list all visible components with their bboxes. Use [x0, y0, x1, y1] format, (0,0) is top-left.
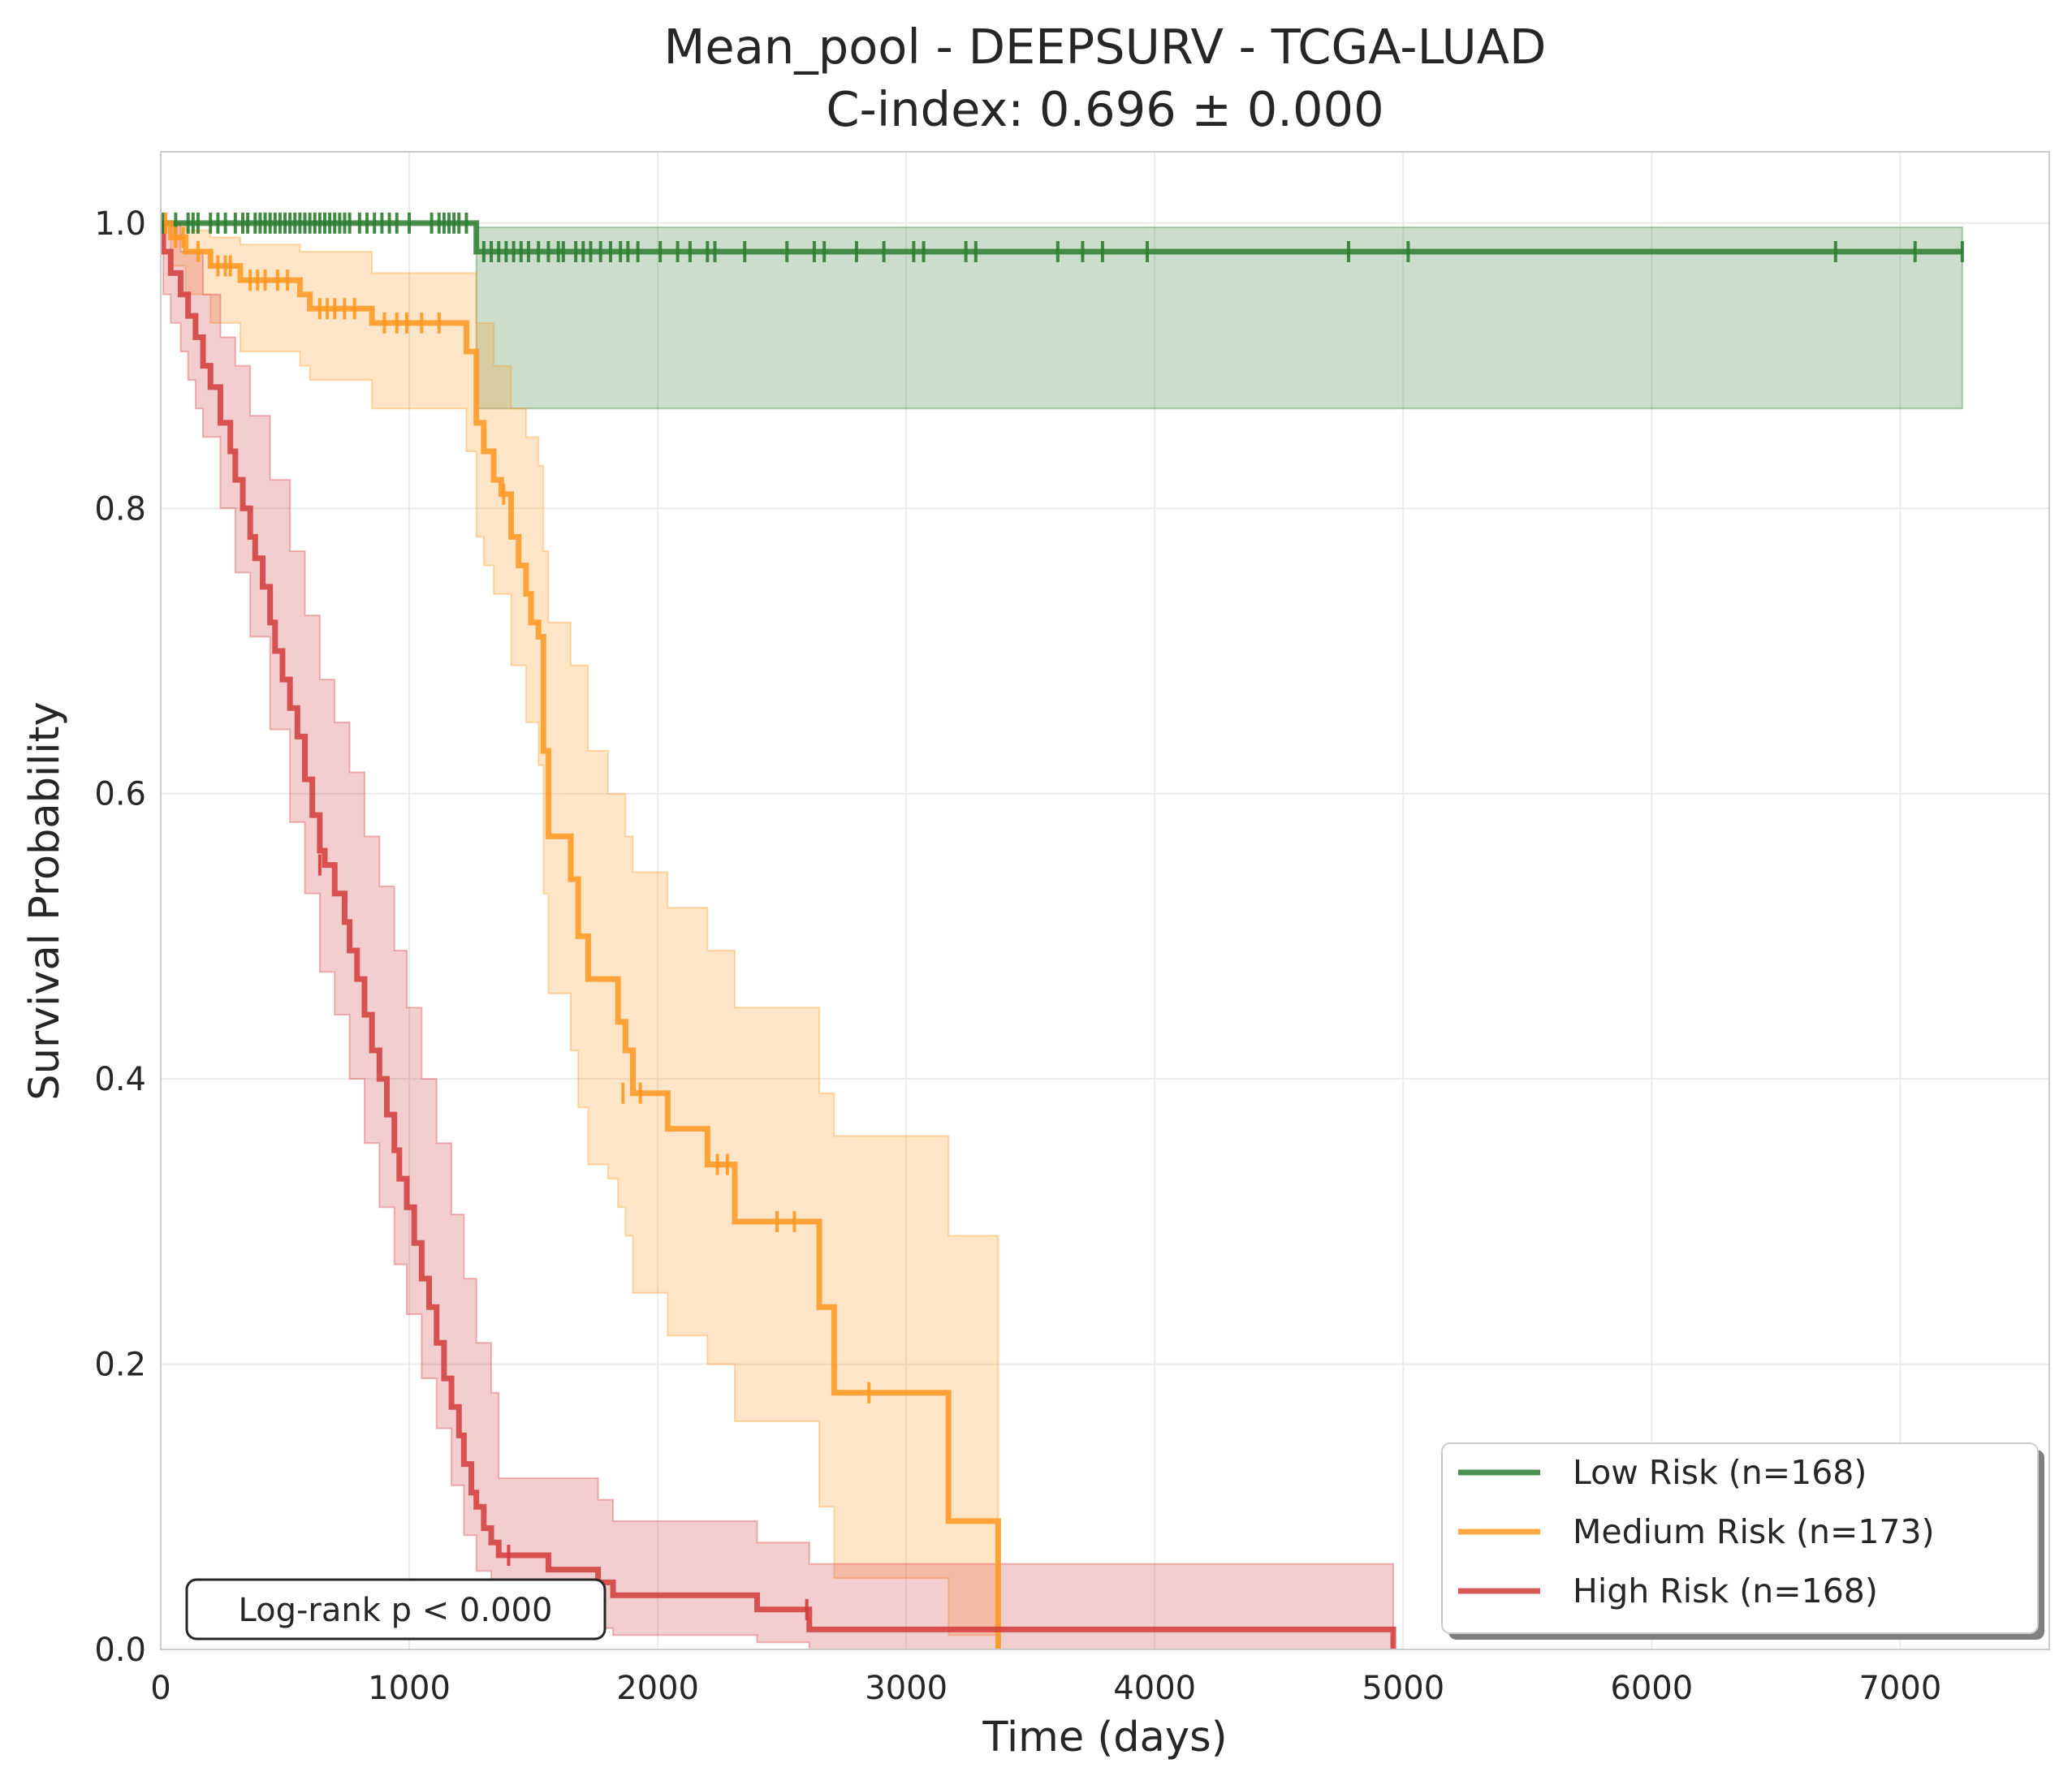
- legend-box: [1441, 1442, 2039, 1634]
- censor-marks: [162, 212, 1964, 1620]
- y-tick-label: 0.8: [94, 490, 146, 528]
- x-tick-label: 4000: [1113, 1670, 1196, 1707]
- x-tick-label: 2000: [616, 1670, 699, 1707]
- y-tick-label: 1.0: [94, 205, 146, 243]
- y-tick-label: 0.6: [94, 776, 146, 813]
- logrank-annotation: Log-rank p < 0.000: [185, 1578, 606, 1641]
- legend-label: Low Risk (n=168): [1573, 1453, 1867, 1492]
- y-tick-label: 0.2: [94, 1347, 146, 1384]
- x-tick-labels: 0 1000 2000 3000 4000 5000 6000 7000: [150, 1670, 1941, 1707]
- survival-line-2: [160, 220, 1396, 1649]
- y-axis-label: Survival Probability: [21, 701, 69, 1100]
- ci-band-2: [161, 222, 1395, 1650]
- x-tick-label: 7000: [1858, 1670, 1941, 1707]
- annotation-box: [185, 1578, 606, 1641]
- x-tick-label: 3000: [865, 1670, 948, 1707]
- chart-title: Mean_pool - DEEPSURV - TCGA-LUAD: [664, 19, 1547, 75]
- x-tick-label: 0: [150, 1670, 171, 1707]
- annotation-text: Log-rank p < 0.000: [239, 1592, 553, 1629]
- survival-line-0: [161, 220, 1962, 255]
- x-tick-label: 6000: [1610, 1670, 1693, 1707]
- x-tick-label: 1000: [368, 1670, 451, 1707]
- survival-line-1: [161, 220, 1001, 1649]
- x-tick-label: 5000: [1362, 1670, 1444, 1707]
- y-tick-labels: 0.0 0.2 0.4 0.6 0.8 1.0: [94, 205, 146, 1669]
- legend: Low Risk (n=168) Medium Risk (n=173) High …: [1441, 1442, 2044, 1640]
- legend-label: Medium Risk (n=173): [1573, 1512, 1935, 1551]
- y-tick-label: 0.0: [94, 1632, 146, 1669]
- x-axis-label: Time (days): [982, 1714, 1227, 1761]
- y-tick-label: 0.4: [94, 1061, 146, 1098]
- survival-curves: [160, 220, 1962, 1649]
- plot-frame: [160, 151, 2050, 1650]
- legend-label: High Risk (n=168): [1573, 1572, 1878, 1610]
- chart-subtitle: C-index: 0.696 ± 0.000: [826, 81, 1383, 137]
